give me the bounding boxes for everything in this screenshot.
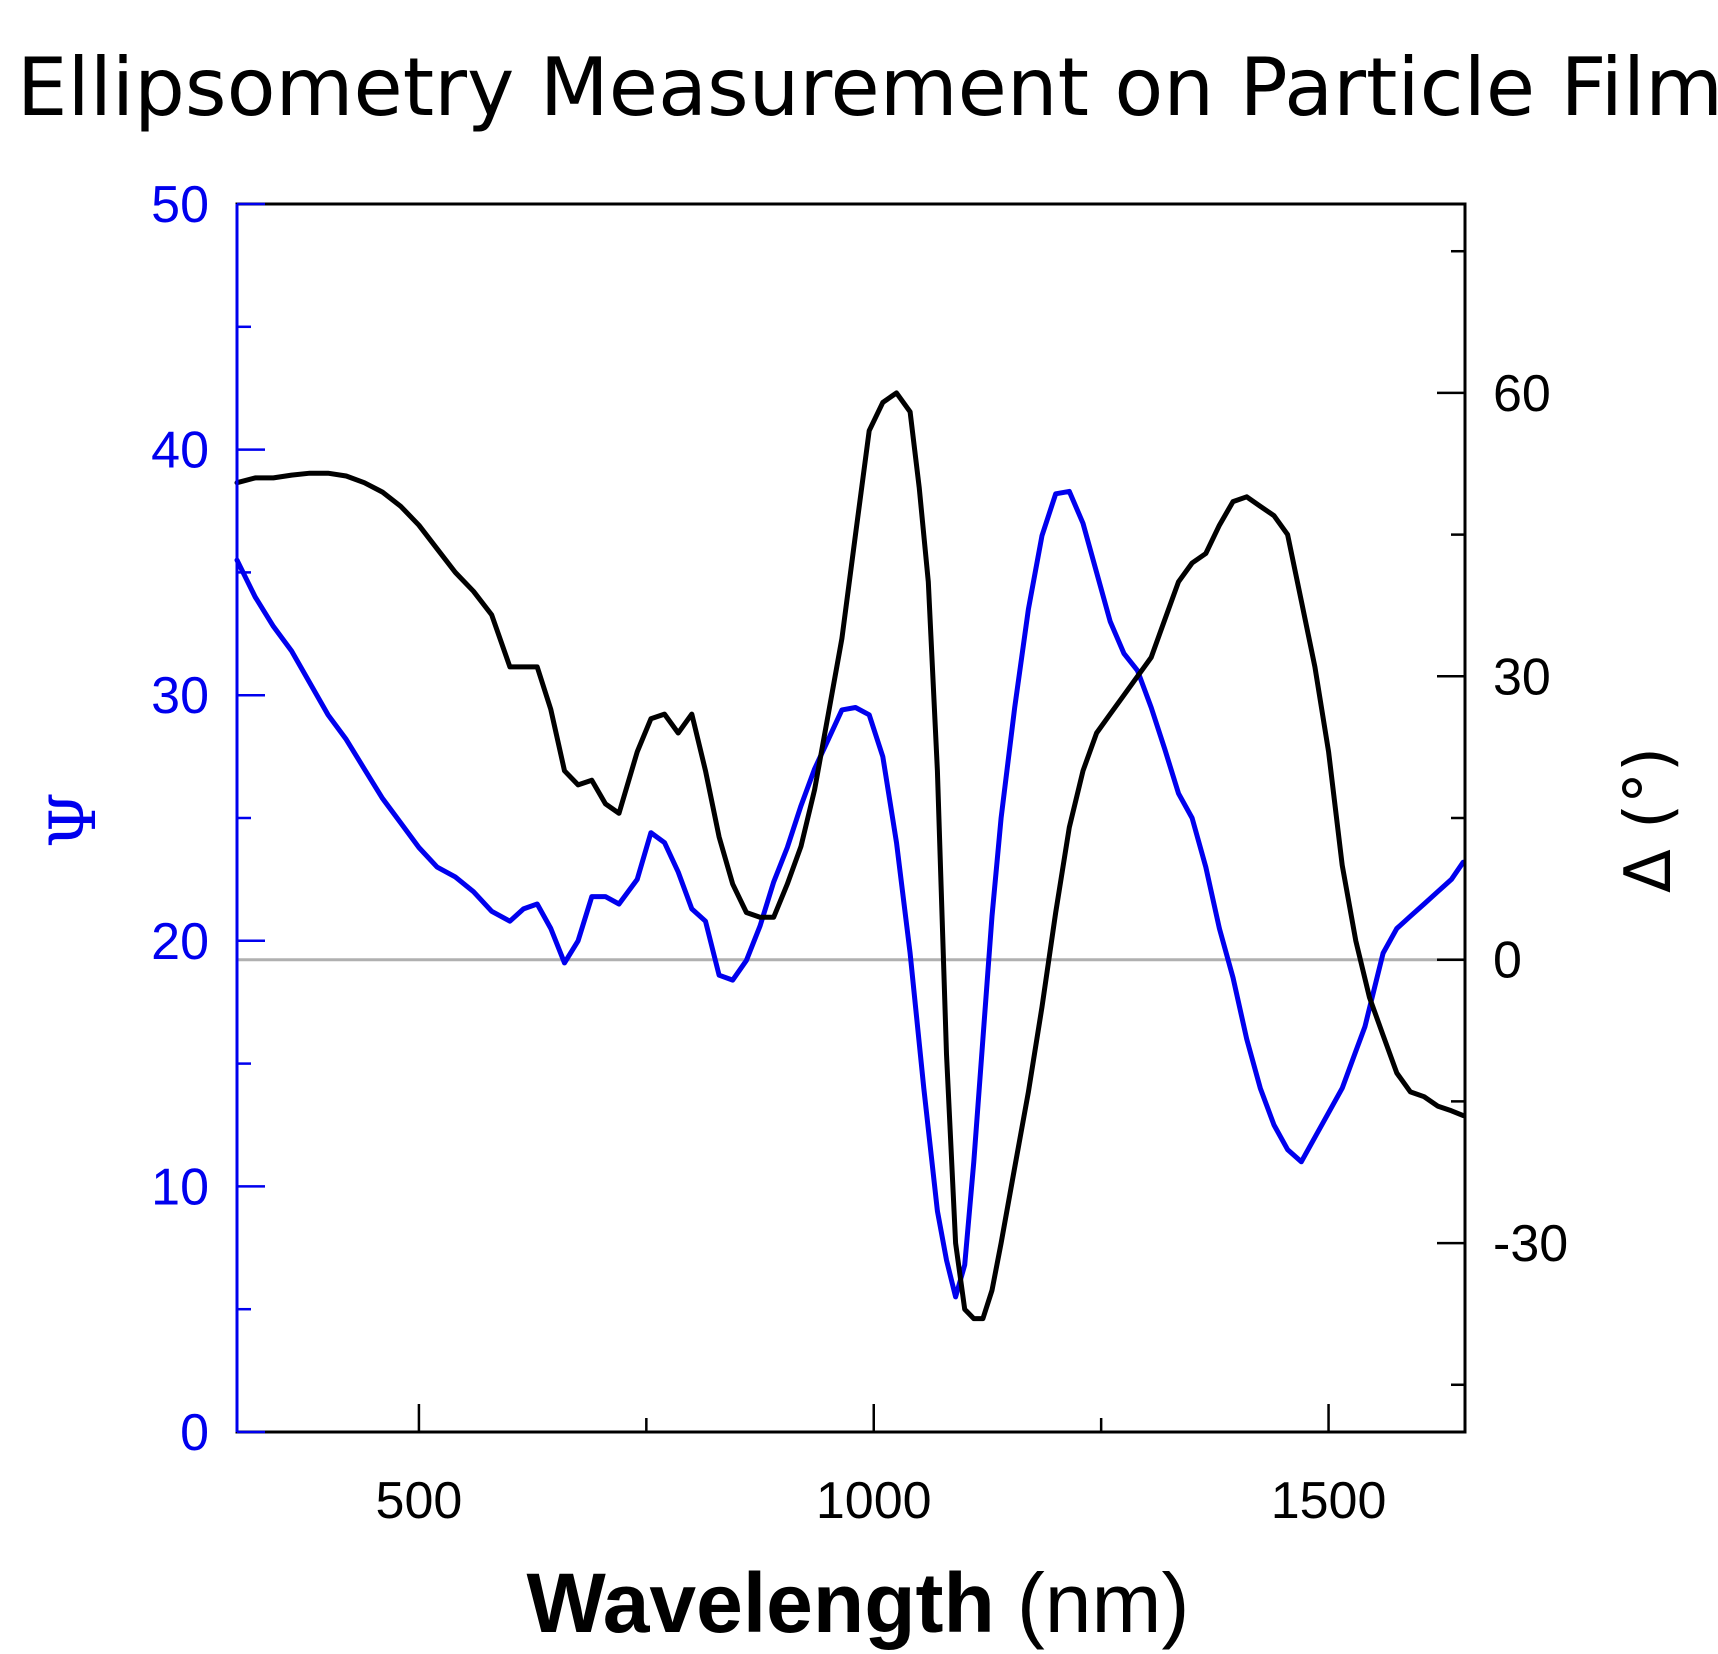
delta-series-line — [234, 390, 1466, 1322]
left-tick-label: 0 — [180, 1404, 209, 1462]
series-layer — [234, 390, 1466, 1322]
left-tick-label: 10 — [151, 1158, 209, 1216]
chart-title: Ellipsometry Measurement on Particle Fil… — [17, 41, 1718, 134]
left-tick-label: 30 — [151, 667, 209, 725]
bottom-tick-label: 1500 — [1271, 1472, 1387, 1530]
x-axis-label-main: Wavelength — [527, 1556, 995, 1650]
right-tick-label: 0 — [1493, 932, 1522, 990]
right-tick-label: -30 — [1493, 1215, 1568, 1273]
left-tick-label: 50 — [151, 176, 209, 234]
y-axis-label-left: Ψ — [37, 792, 111, 848]
bottom-axis-ticks: 500 1000 1500 — [376, 1404, 1387, 1530]
plot-frame — [235, 202, 1467, 1434]
right-tick-label: 30 — [1493, 648, 1551, 706]
left-tick-label: 20 — [151, 913, 209, 971]
psi-series-line — [234, 488, 1466, 1300]
x-axis-label-unit: (nm) — [1017, 1556, 1190, 1650]
x-axis-label: Wavelength (nm) — [527, 1556, 1190, 1650]
right-axis-ticks: -30 0 30 60 — [1437, 249, 1568, 1387]
right-tick-label: 60 — [1493, 365, 1551, 423]
bottom-tick-label: 1000 — [816, 1472, 932, 1530]
bottom-tick-label: 500 — [376, 1472, 463, 1530]
left-tick-label: 40 — [151, 422, 209, 480]
left-axis-ticks: 0 10 20 30 40 50 — [151, 176, 265, 1462]
y-axis-label-right: Δ (°) — [1612, 747, 1686, 893]
